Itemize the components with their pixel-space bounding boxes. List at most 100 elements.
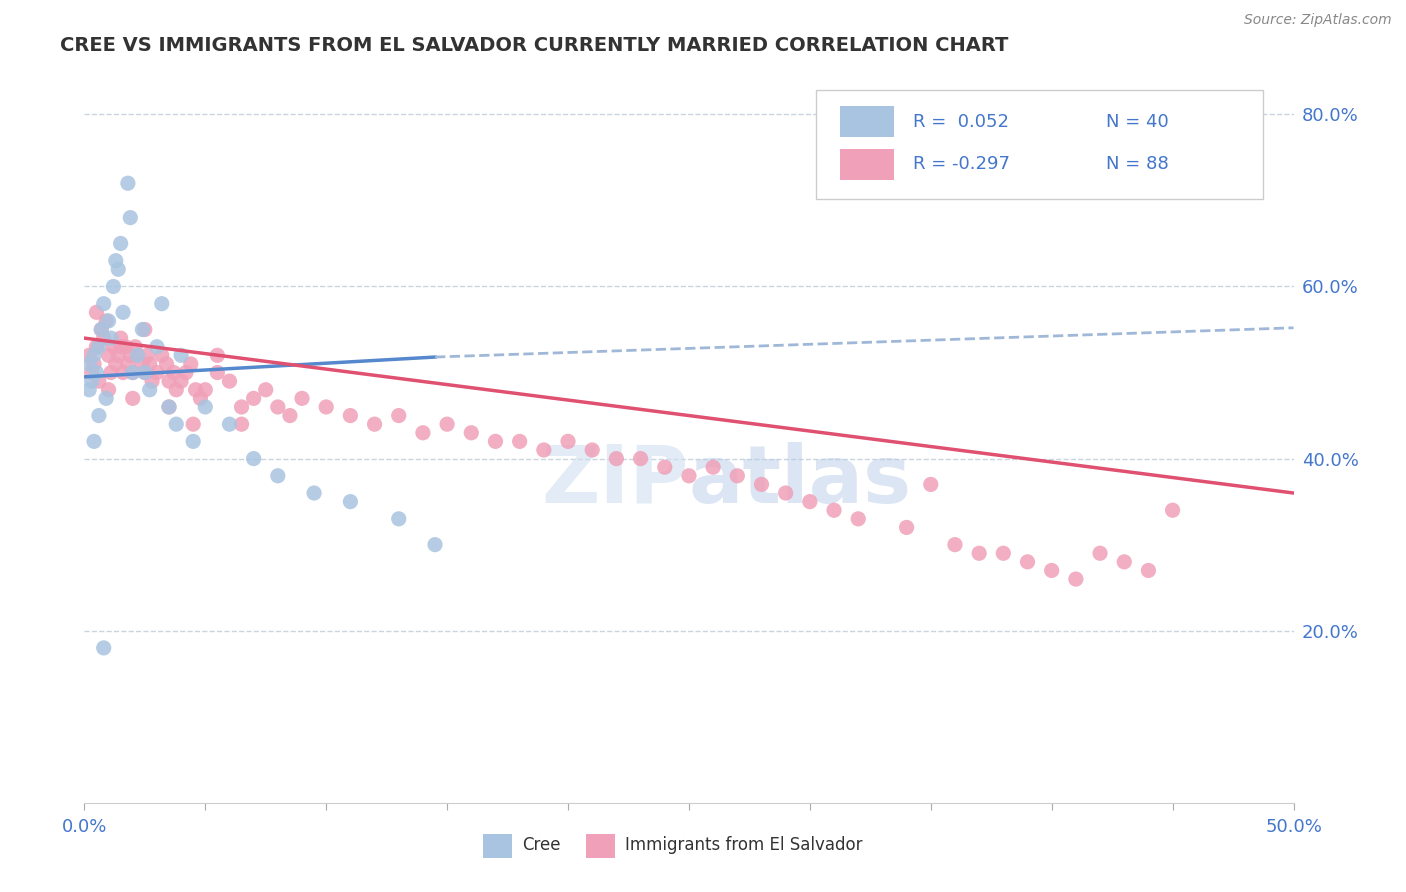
- Point: [1137, 564, 1160, 578]
- Text: CREE VS IMMIGRANTS FROM EL SALVADOR CURRENTLY MARRIED CORRELATION CHART: CREE VS IMMIGRANTS FROM EL SALVADOR CURR…: [60, 36, 1008, 54]
- Point: [896, 520, 918, 534]
- Point: [267, 468, 290, 483]
- Point: [751, 477, 773, 491]
- Point: [181, 434, 204, 449]
- Point: [190, 392, 212, 406]
- Point: [1064, 572, 1087, 586]
- Bar: [841, 106, 894, 137]
- Point: [120, 348, 142, 362]
- Point: [77, 357, 100, 371]
- Point: [136, 348, 159, 362]
- Point: [218, 374, 240, 388]
- Text: R =  0.052: R = 0.052: [912, 112, 1008, 131]
- Point: [103, 279, 125, 293]
- Point: [121, 366, 143, 380]
- Point: [207, 366, 229, 380]
- Point: [146, 366, 169, 380]
- Point: [107, 348, 129, 362]
- Point: [388, 512, 411, 526]
- Point: [121, 392, 143, 406]
- Point: [131, 322, 153, 336]
- Point: [231, 400, 253, 414]
- Point: [242, 392, 264, 406]
- Point: [157, 400, 180, 414]
- Point: [120, 211, 142, 225]
- Text: N = 40: N = 40: [1107, 112, 1168, 131]
- Point: [127, 348, 149, 362]
- Point: [509, 434, 531, 449]
- Bar: [484, 834, 512, 858]
- Point: [94, 314, 117, 328]
- Point: [678, 468, 700, 483]
- Point: [93, 296, 115, 310]
- Bar: [841, 149, 894, 179]
- Point: [1040, 564, 1063, 578]
- Point: [174, 366, 197, 380]
- Point: [846, 512, 869, 526]
- Text: Source: ZipAtlas.com: Source: ZipAtlas.com: [1244, 13, 1392, 28]
- Point: [654, 460, 676, 475]
- Point: [460, 425, 482, 440]
- Point: [165, 383, 187, 397]
- Point: [157, 374, 180, 388]
- Point: [86, 305, 108, 319]
- Point: [80, 374, 103, 388]
- Point: [165, 417, 187, 432]
- Text: atlas: atlas: [689, 442, 912, 520]
- Point: [533, 442, 555, 457]
- Point: [124, 340, 146, 354]
- Point: [117, 176, 139, 190]
- Point: [388, 409, 411, 423]
- Point: [87, 340, 110, 354]
- Point: [181, 417, 204, 432]
- Point: [134, 366, 156, 380]
- Text: N = 88: N = 88: [1107, 155, 1168, 173]
- Point: [87, 409, 110, 423]
- Point: [86, 340, 108, 354]
- Text: Cree: Cree: [522, 836, 561, 855]
- Point: [80, 366, 103, 380]
- Point: [1161, 503, 1184, 517]
- Point: [170, 348, 193, 362]
- Point: [104, 357, 127, 371]
- Point: [83, 434, 105, 449]
- Point: [87, 374, 110, 388]
- Point: [93, 640, 115, 655]
- Point: [77, 348, 100, 362]
- Text: R = -0.297: R = -0.297: [912, 155, 1010, 173]
- Point: [138, 383, 160, 397]
- Point: [110, 340, 132, 354]
- Point: [138, 357, 160, 371]
- Point: [1088, 546, 1111, 560]
- Point: [134, 322, 156, 336]
- Point: [150, 296, 173, 310]
- Point: [967, 546, 990, 560]
- Point: [302, 486, 325, 500]
- Point: [180, 357, 202, 371]
- Point: [150, 348, 173, 362]
- Point: [423, 538, 446, 552]
- Point: [557, 434, 579, 449]
- Point: [218, 417, 240, 432]
- Point: [823, 503, 845, 517]
- Point: [725, 468, 748, 483]
- Point: [412, 425, 434, 440]
- Point: [100, 366, 122, 380]
- Point: [184, 383, 207, 397]
- Point: [702, 460, 724, 475]
- Point: [993, 546, 1015, 560]
- Point: [121, 366, 143, 380]
- Point: [170, 374, 193, 388]
- Point: [146, 340, 169, 354]
- Point: [86, 366, 108, 380]
- Point: [339, 494, 361, 508]
- Point: [77, 383, 100, 397]
- Point: [117, 357, 139, 371]
- FancyBboxPatch shape: [815, 90, 1264, 200]
- Point: [231, 417, 253, 432]
- Point: [254, 383, 277, 397]
- Point: [83, 348, 105, 362]
- Point: [104, 253, 127, 268]
- Point: [134, 366, 156, 380]
- Point: [194, 383, 217, 397]
